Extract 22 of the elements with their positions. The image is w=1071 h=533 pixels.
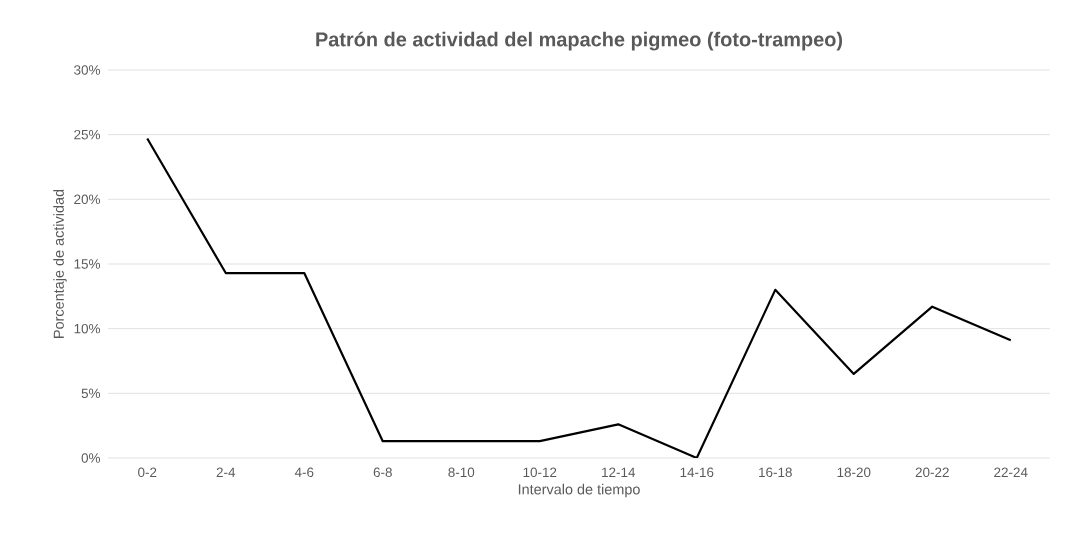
x-tick-label: 22-24 (994, 467, 1028, 477)
y-tick-label: 0% (81, 453, 101, 463)
y-axis-title: Porcentaje de actividad (53, 189, 67, 338)
x-tick-label: 14-16 (680, 467, 714, 478)
y-tick-label: 15% (74, 259, 101, 269)
chart-title: Patrón de actividad del mapache pigmeo (foto-trampeo) (316, 31, 843, 51)
y-tick-label: 25% (74, 129, 101, 140)
x-tick-label: 0-2 (138, 467, 157, 478)
y-tick-label: 30% (74, 65, 101, 75)
y-tick-label: 5% (81, 388, 101, 399)
x-tick-label: 16-18 (759, 467, 792, 478)
x-axis-title: Intervalo de tiempo (518, 483, 640, 498)
x-tick-label: 8-10 (448, 467, 475, 478)
y-tick-label: 10% (74, 323, 101, 334)
x-tick-label: 20-22 (915, 467, 949, 478)
x-tick-label: 2-4 (216, 467, 236, 477)
x-tick-label: 18-20 (837, 467, 871, 478)
y-tick-label: 20% (74, 194, 101, 205)
x-tick-label: 4-6 (294, 467, 314, 478)
x-tick-label: 10-12 (523, 467, 557, 478)
x-tick-label: 12-14 (602, 467, 636, 477)
x-tick-label: 6-8 (373, 467, 392, 478)
